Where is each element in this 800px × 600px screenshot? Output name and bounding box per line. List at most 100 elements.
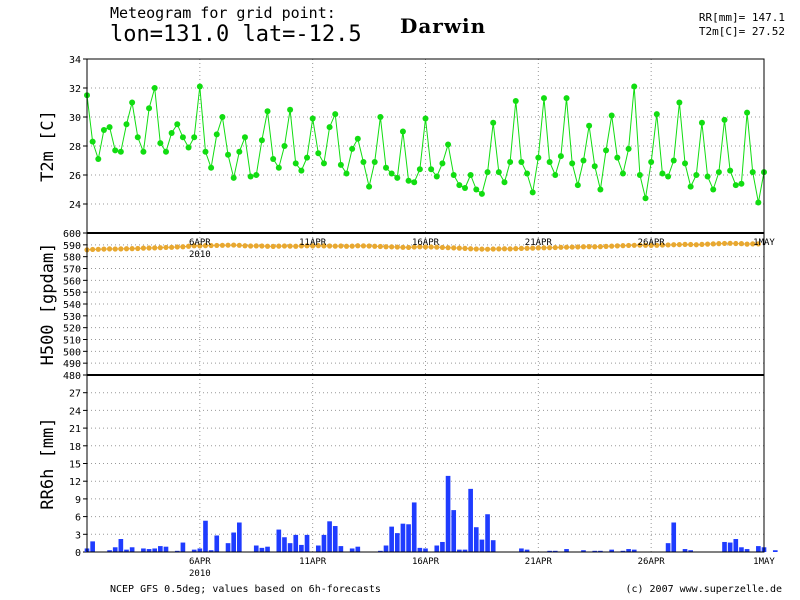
- rain-bar: [383, 545, 389, 552]
- h500-point: [281, 243, 288, 249]
- h500-point: [682, 241, 688, 247]
- rain-bar: [203, 520, 208, 552]
- t2m-point: [721, 116, 728, 123]
- rain-bar: [406, 524, 411, 552]
- t2m-point: [744, 109, 751, 116]
- h500-point: [710, 241, 716, 247]
- t2m-point: [129, 99, 136, 106]
- t2m-point: [755, 199, 762, 206]
- t2m-point: [698, 119, 705, 126]
- t2m-point: [134, 134, 141, 141]
- rain-bar: [626, 549, 631, 552]
- h500-point: [462, 245, 468, 251]
- city-name: Darwin: [400, 14, 487, 38]
- h500-point: [575, 244, 581, 250]
- rain-bar: [739, 547, 744, 552]
- rain-bar: [208, 550, 214, 552]
- footer-copyright: (c) 2007 www.superzelle.de: [625, 584, 782, 595]
- rain-bar: [237, 522, 242, 552]
- rain-bar: [282, 537, 287, 552]
- rain-bar: [214, 535, 220, 552]
- t2m-point: [653, 111, 660, 118]
- t2m-point: [264, 108, 271, 115]
- t2m-point: [552, 172, 559, 178]
- rain-bar: [394, 533, 400, 552]
- t2m-point: [727, 167, 734, 174]
- t2m-point: [360, 158, 367, 165]
- t2m-point: [377, 114, 384, 120]
- h500-point: [552, 244, 558, 251]
- h500-point: [518, 245, 525, 251]
- h500-point: [750, 241, 756, 247]
- h500-point: [721, 240, 728, 247]
- y-axis-label: RR6h [mm]: [38, 417, 58, 509]
- h500-point: [473, 246, 479, 252]
- t2m-point: [535, 154, 542, 161]
- h500-point: [637, 242, 643, 248]
- h500-point: [648, 242, 654, 249]
- t2m-point: [225, 151, 232, 158]
- t2m-point: [388, 170, 395, 177]
- h500-point: [315, 243, 321, 249]
- t2m-point: [230, 174, 237, 181]
- h500-point: [456, 245, 462, 251]
- t2m-point: [676, 99, 683, 106]
- t2m-point: [304, 154, 311, 161]
- h500-point: [490, 246, 496, 252]
- h500-point: [355, 243, 361, 249]
- h500-point: [293, 243, 299, 249]
- h500-point: [276, 243, 282, 249]
- t2m-point: [625, 145, 632, 152]
- t2m-point: [196, 83, 203, 90]
- t2m-point: [484, 169, 491, 176]
- t2m-point: [557, 153, 564, 160]
- h500-point: [310, 243, 316, 249]
- t2m-point: [326, 124, 333, 131]
- y-tick-label: 530: [63, 312, 81, 323]
- t2m-point: [405, 177, 412, 184]
- h500-point: [400, 244, 406, 250]
- rain-bar: [411, 502, 417, 552]
- t2m-point: [168, 129, 175, 136]
- t2m-point: [524, 170, 531, 177]
- rain-bar: [180, 542, 186, 552]
- t2m-point: [507, 158, 514, 165]
- t2m-point: [179, 134, 186, 141]
- h500-point: [434, 244, 440, 250]
- y-tick-label: 15: [69, 460, 81, 471]
- rain-bar: [490, 540, 496, 552]
- t2m-point: [287, 106, 294, 113]
- rain-bar: [265, 546, 270, 552]
- rain-bar: [129, 547, 135, 552]
- t2m-point: [636, 172, 643, 178]
- rain-bar: [772, 550, 778, 552]
- h500-point: [417, 244, 423, 250]
- h500-point: [383, 244, 389, 250]
- t2m-point: [546, 158, 553, 165]
- y-tick-label: 26: [69, 171, 81, 182]
- y-tick-label: 34: [69, 55, 81, 66]
- x-tick-label: 6APR: [189, 238, 211, 248]
- t2m-point: [151, 85, 158, 91]
- footer-source: NCEP GFS 0.5deg; values based on 6h-fore…: [110, 584, 381, 595]
- t2m-point: [292, 160, 299, 167]
- t2m-point: [219, 114, 226, 120]
- t2m-point: [106, 124, 113, 131]
- x-tick-label: 1MAY: [753, 238, 775, 248]
- t2m-point: [518, 158, 525, 165]
- t2m-point: [174, 121, 181, 128]
- t2m-point: [563, 95, 570, 102]
- rain-bar: [519, 548, 524, 552]
- rain-bar: [389, 526, 394, 552]
- t2m-point: [191, 134, 198, 141]
- t2m-point: [258, 137, 265, 144]
- h500-point: [202, 243, 209, 249]
- t2m-point: [586, 122, 593, 129]
- h500-point: [129, 246, 135, 252]
- h500-point: [609, 243, 615, 249]
- h500-point: [451, 245, 457, 251]
- h500-point: [118, 246, 124, 252]
- rain-bar: [462, 549, 468, 552]
- h500-point: [501, 246, 508, 252]
- t2m-point: [704, 173, 711, 180]
